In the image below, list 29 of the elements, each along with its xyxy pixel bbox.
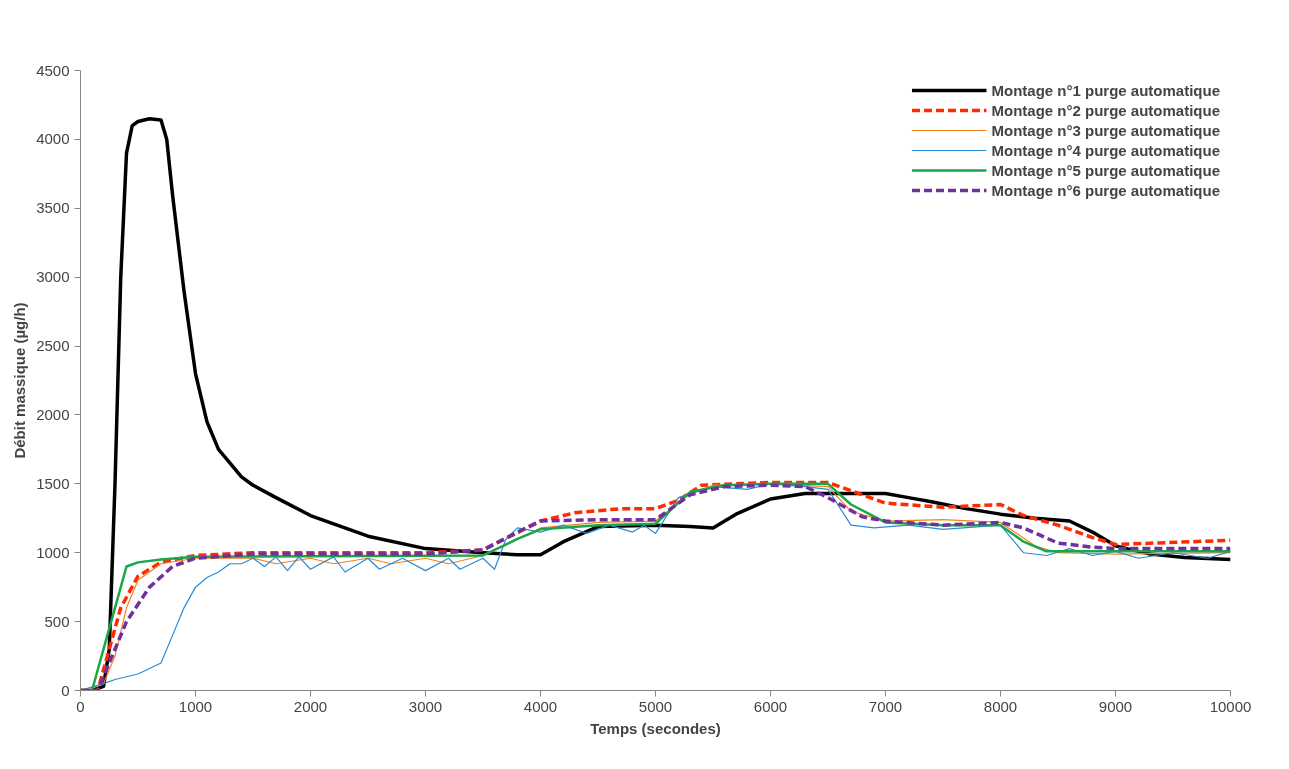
x-tick-label: 6000 (753, 697, 788, 715)
y-tick-label: 4000 (36, 130, 70, 148)
legend-label: Montage n°2 purge automatique (991, 100, 1220, 120)
legend-label: Montage n°5 purge automatique (991, 160, 1220, 180)
x-tick-label: 7000 (868, 697, 903, 715)
x-tick-label: 10000 (1209, 697, 1252, 715)
legend-label: Montage n°3 purge automatique (991, 120, 1220, 140)
y-tick-label: 4500 (36, 61, 70, 79)
x-axis-title: Temps (secondes) (590, 719, 721, 737)
y-tick-label: 3500 (36, 199, 70, 217)
y-axis-title: Débit massique (µg/h) (11, 302, 29, 459)
x-tick-label: 0 (76, 697, 85, 715)
legend-label: Montage n°1 purge automatique (991, 80, 1220, 100)
y-tick-label: 500 (44, 612, 70, 630)
y-tick-label: 2500 (36, 337, 70, 355)
y-tick-label: 1000 (36, 543, 70, 561)
x-tick-label: 2000 (293, 697, 328, 715)
y-tick-label: 1500 (36, 474, 70, 492)
x-tick-label: 9000 (1098, 697, 1133, 715)
x-tick-label: 8000 (983, 697, 1018, 715)
y-tick-label: 2000 (36, 405, 70, 423)
legend-label: Montage n°4 purge automatique (991, 140, 1220, 160)
legend-label: Montage n°6 purge automatique (991, 180, 1220, 200)
x-tick-label: 4000 (523, 697, 558, 715)
y-tick-label: 3000 (36, 268, 70, 286)
x-tick-label: 1000 (178, 697, 213, 715)
x-tick-label: 5000 (638, 697, 673, 715)
y-tick-label: 0 (61, 681, 70, 699)
x-tick-label: 3000 (408, 697, 443, 715)
